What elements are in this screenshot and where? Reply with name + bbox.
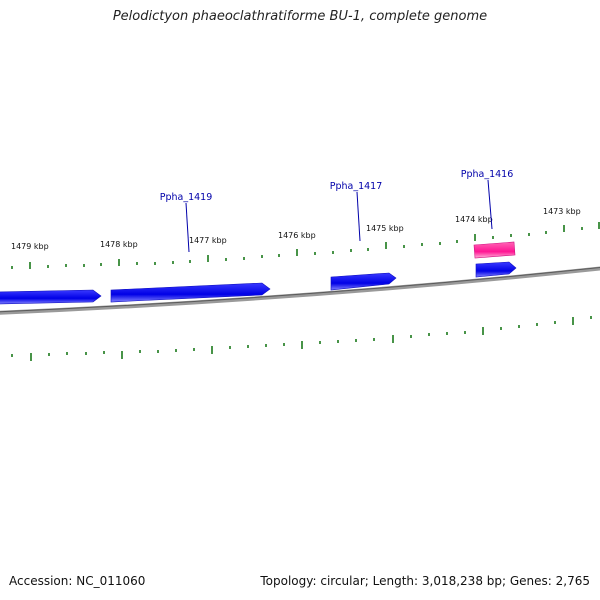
inner-tick-ring bbox=[11, 316, 592, 361]
gene-label-ppha-1417[interactable]: Ppha_1417 bbox=[330, 181, 383, 192]
genome-backbone-highlight bbox=[0, 267, 600, 313]
genome-summary-label: Topology: circular; Length: 3,018,238 bp… bbox=[260, 574, 590, 588]
rna-feature-1[interactable] bbox=[473, 241, 516, 259]
outer-tick-ring bbox=[11, 222, 600, 269]
gene-label-leaders bbox=[185, 179, 493, 253]
kbp-label-1477: 1477 kbp bbox=[189, 236, 227, 245]
cds-feature-1[interactable] bbox=[0, 289, 102, 305]
kbp-label-1473: 1473 kbp bbox=[543, 207, 581, 216]
cds-feature-ppha-1419[interactable] bbox=[110, 282, 271, 303]
gene-label-ppha-1416[interactable]: Ppha_1416 bbox=[461, 169, 514, 180]
kbp-label-1479: 1479 kbp bbox=[11, 242, 49, 251]
kbp-label-1476: 1476 kbp bbox=[278, 231, 316, 240]
cds-feature-ppha-1417[interactable] bbox=[330, 272, 397, 291]
accession-label: Accession: NC_011060 bbox=[9, 574, 146, 588]
cds-feature-ppha-1416[interactable] bbox=[475, 261, 517, 278]
kbp-label-1475: 1475 kbp bbox=[366, 224, 404, 233]
kbp-label-1478: 1478 kbp bbox=[100, 240, 138, 249]
kbp-label-1474: 1474 kbp bbox=[455, 215, 493, 224]
genome-backbone bbox=[0, 266, 600, 315]
kbp-scale-labels: 1479 kbp 1478 kbp 1477 kbp 1476 kbp 1475… bbox=[11, 207, 581, 251]
gene-labels: Ppha_1419 Ppha_1417 Ppha_1416 bbox=[160, 169, 514, 203]
map-title: Pelodictyon phaeoclathratiforme BU-1, co… bbox=[112, 9, 488, 24]
gene-label-ppha-1419[interactable]: Ppha_1419 bbox=[160, 192, 213, 203]
